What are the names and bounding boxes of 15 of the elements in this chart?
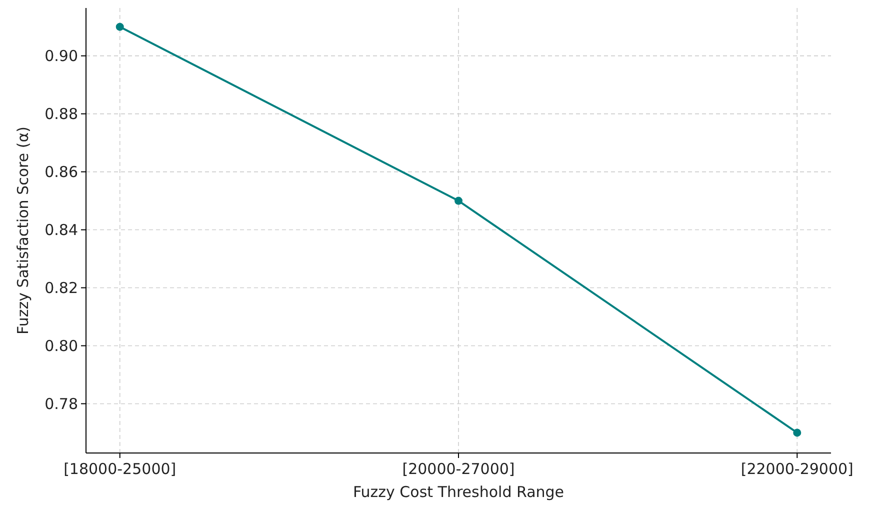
point xyxy=(116,22,124,31)
y-tick-label: 0.80 xyxy=(44,336,78,355)
y-tick-label: 0.88 xyxy=(44,105,78,124)
y-tick-label: 0.78 xyxy=(44,394,78,413)
y-tick-label: 0.82 xyxy=(44,279,78,298)
x-axis-title: Fuzzy Cost Threshold Range xyxy=(352,483,564,501)
point xyxy=(793,428,802,437)
y-tick-label: 0.84 xyxy=(44,221,78,240)
point xyxy=(454,196,462,205)
y-axis-title: Fuzzy Satisfaction Score (α) xyxy=(14,126,32,334)
x-tick-label: [20000-27000] xyxy=(402,460,515,478)
x-tick-label: [18000-25000] xyxy=(64,460,176,478)
y-tick-label: 0.86 xyxy=(44,163,78,182)
x-tick-label: [22000-29000] xyxy=(740,460,854,478)
y-tick-label: 0.90 xyxy=(44,47,78,66)
